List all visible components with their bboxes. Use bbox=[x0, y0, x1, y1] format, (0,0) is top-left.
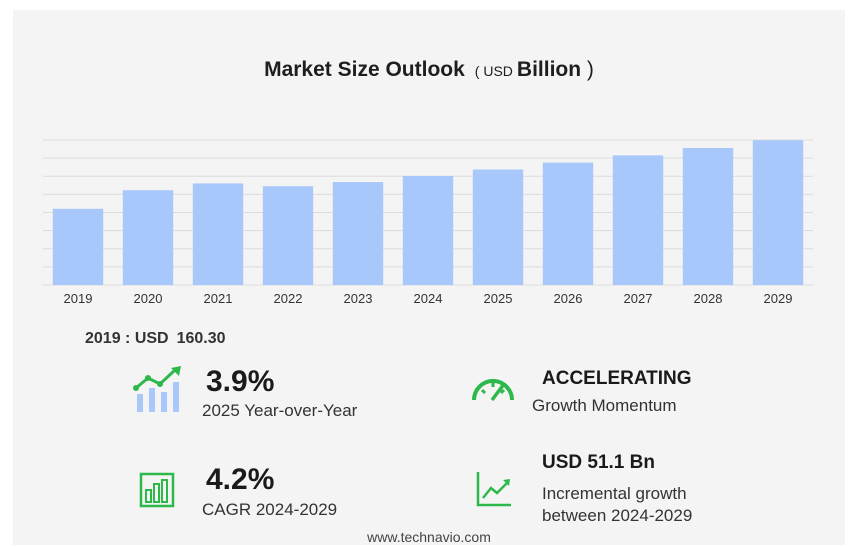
bar-chart-icon bbox=[139, 472, 175, 508]
bar-2019 bbox=[52, 208, 104, 285]
title-unit-prefix: USD bbox=[483, 63, 513, 79]
incremental-value: USD 51.1 Bn bbox=[542, 452, 655, 473]
base-currency: USD bbox=[134, 330, 169, 347]
bar-2028 bbox=[682, 147, 734, 285]
base-value: 160.30 bbox=[176, 330, 226, 347]
base-year: 2019 bbox=[85, 330, 121, 347]
x-tick-label: 2025 bbox=[484, 291, 513, 306]
yoy-value: 3.9% bbox=[206, 365, 275, 398]
yoy-label: 2025 Year-over-Year bbox=[202, 401, 358, 420]
bar-2026 bbox=[542, 162, 594, 285]
bar-2022 bbox=[262, 186, 314, 285]
x-tick-label: 2020 bbox=[134, 291, 163, 306]
title-unit-word: Billion bbox=[516, 58, 582, 81]
bar-2024 bbox=[402, 175, 454, 285]
bar-2020 bbox=[122, 190, 174, 285]
incremental-label-line2: between 2024-2029 bbox=[542, 506, 693, 525]
bar-2027 bbox=[612, 155, 664, 285]
footer-source: www.technavio.com bbox=[367, 529, 491, 545]
chart-title: Market Size Outlook ( USD Billion ) bbox=[13, 58, 845, 82]
x-tick-label: 2027 bbox=[624, 291, 653, 306]
x-tick-label: 2024 bbox=[414, 291, 443, 306]
speedometer-icon bbox=[472, 379, 514, 402]
bar-2021 bbox=[192, 183, 244, 285]
x-tick-label: 2019 bbox=[64, 291, 93, 306]
momentum-value: ACCELERATING bbox=[542, 368, 692, 389]
x-tick-label: 2021 bbox=[204, 291, 233, 306]
chart-panel: Market Size Outlook( USD Billion ) 2019 20… bbox=[13, 10, 845, 545]
x-tick-label: 2023 bbox=[344, 291, 373, 306]
bar-2023 bbox=[332, 182, 384, 285]
x-tick-label: 2022 bbox=[274, 291, 303, 306]
title-unit-close: ) bbox=[581, 58, 594, 81]
x-tick-label: 2028 bbox=[694, 291, 723, 306]
incremental-label-line1: Incremental growth bbox=[542, 484, 687, 503]
growth-bar-chart-icon bbox=[133, 366, 181, 412]
title-unit-open: ( bbox=[474, 63, 484, 79]
cagr-value: 4.2% bbox=[206, 463, 275, 496]
x-tick-label: 2026 bbox=[554, 291, 583, 306]
cagr-label: CAGR 2024-2029 bbox=[202, 500, 338, 519]
title-text: Market Size Outlook bbox=[264, 58, 465, 81]
x-tick-label: 2029 bbox=[764, 291, 793, 306]
trend-line-icon bbox=[476, 472, 511, 507]
momentum-label: Growth Momentum bbox=[532, 396, 677, 415]
base-year-value: 2019 : USD 160.30 bbox=[85, 330, 226, 348]
bar-2025 bbox=[472, 169, 524, 285]
base-sep: : bbox=[125, 330, 131, 347]
bar-chart: 2019 2020 2021 2022 2023 2024 2025 2026 2027 2028… bbox=[43, 139, 813, 306]
bar-2029 bbox=[752, 140, 804, 285]
